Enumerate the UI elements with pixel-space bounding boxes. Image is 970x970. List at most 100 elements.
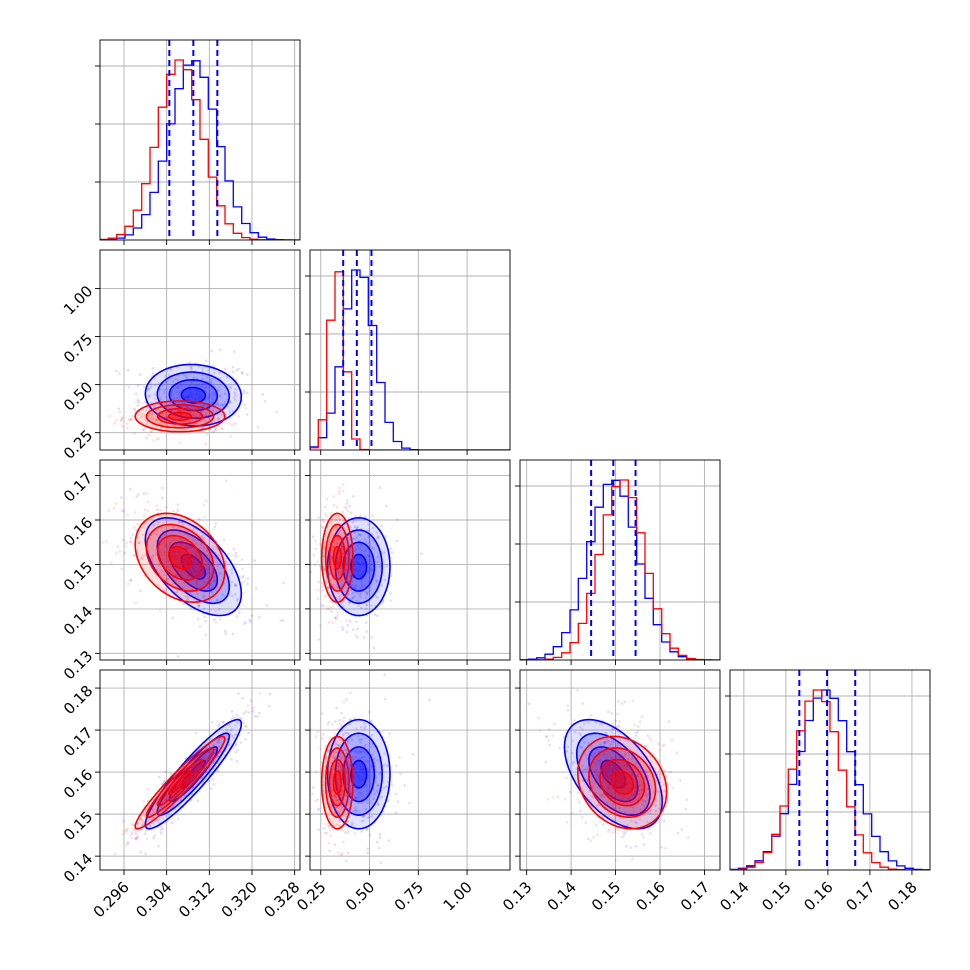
- scatter-point: [332, 545, 336, 549]
- scatter-point: [204, 442, 207, 446]
- scatter-point: [334, 795, 337, 798]
- scatter-point: [573, 760, 576, 764]
- scatter-point: [358, 791, 361, 795]
- scatter-point: [134, 838, 138, 841]
- scatter-point: [369, 563, 373, 566]
- scatter-point: [354, 750, 357, 753]
- scatter-point: [364, 783, 368, 786]
- scatter-point: [217, 741, 221, 744]
- scatter-point: [589, 839, 593, 843]
- scatter-point: [186, 529, 189, 533]
- scatter-point: [658, 759, 662, 763]
- scatter-point: [565, 750, 568, 753]
- scatter-point: [635, 798, 639, 801]
- scatter-point: [596, 833, 599, 837]
- scatter-point: [233, 350, 236, 354]
- scatter-point: [239, 741, 243, 744]
- scatter-point: [228, 385, 232, 389]
- scatter-point: [375, 789, 379, 793]
- scatter-point: [204, 619, 207, 623]
- scatter-point: [240, 558, 244, 561]
- scatter-point: [152, 822, 155, 825]
- scatter-point: [167, 559, 170, 563]
- scatter-point: [367, 771, 370, 774]
- panel-frame: [99, 249, 301, 451]
- scatter-point: [193, 549, 196, 553]
- scatter-point: [360, 830, 363, 833]
- scatter-point: [206, 369, 210, 372]
- scatter-point: [366, 801, 370, 805]
- scatter-point: [337, 561, 340, 564]
- x-tick-label: 0.312: [175, 878, 218, 921]
- scatter-point: [367, 567, 371, 570]
- scatter-point: [375, 614, 379, 617]
- scatter-point: [341, 733, 345, 736]
- scatter-point: [590, 714, 593, 717]
- scatter-point: [182, 602, 185, 605]
- scatter-point: [350, 823, 354, 827]
- scatter-point: [347, 831, 350, 834]
- scatter-point: [206, 553, 210, 557]
- scatter-point: [215, 402, 219, 405]
- scatter-point: [646, 734, 649, 737]
- scatter-point: [635, 845, 638, 848]
- scatter-point: [368, 589, 371, 593]
- contour-red: [576, 735, 668, 830]
- scatter-point: [601, 777, 604, 780]
- scatter-point: [240, 717, 243, 720]
- scatter-point: [230, 734, 234, 738]
- scatter-point: [186, 557, 190, 560]
- scatter-point: [343, 737, 347, 740]
- scatter-point: [345, 749, 348, 752]
- scatter-point: [330, 783, 334, 787]
- scatter-point: [363, 771, 366, 775]
- scatter-point: [362, 767, 365, 770]
- scatter-point: [602, 795, 606, 798]
- scatter-point: [190, 565, 193, 569]
- scatter-point: [125, 830, 129, 833]
- scatter-point: [241, 567, 244, 571]
- scatter-point: [305, 570, 308, 573]
- scatter-point: [204, 633, 208, 637]
- scatter-point: [607, 740, 610, 743]
- scatter-point: [326, 749, 330, 752]
- scatter-point: [235, 714, 238, 717]
- scatter-point: [597, 803, 600, 807]
- scatter-point: [203, 581, 206, 584]
- scatter-point: [220, 403, 224, 407]
- scatter-point: [336, 614, 339, 617]
- scatter-point: [163, 550, 166, 553]
- panel-frame: [309, 459, 511, 661]
- scatter-point: [602, 743, 606, 747]
- scatter-point: [170, 390, 173, 393]
- scatter-point: [581, 816, 584, 819]
- scatter-point: [194, 731, 198, 735]
- scatter-point: [605, 757, 609, 760]
- scatter-point: [184, 374, 188, 378]
- scatter-point: [636, 725, 640, 728]
- scatter-point: [546, 797, 549, 801]
- scatter-point: [172, 582, 175, 585]
- scatter-point: [205, 549, 208, 552]
- scatter-point: [212, 407, 215, 410]
- scatter-point: [185, 547, 188, 550]
- scatter-point: [201, 373, 204, 377]
- scatter-point: [527, 702, 531, 705]
- scatter-point: [211, 409, 215, 412]
- scatter-point: [334, 526, 337, 529]
- scatter-point: [344, 731, 348, 735]
- scatter-point: [232, 736, 235, 740]
- scatter-point: [196, 604, 200, 607]
- scatter-point: [177, 549, 181, 553]
- panel-frame: [309, 669, 511, 871]
- scatter-point: [334, 542, 338, 545]
- scatter-point: [212, 575, 216, 578]
- scatter-point: [338, 595, 342, 598]
- scatter-point: [129, 537, 133, 540]
- scatter-point: [332, 540, 336, 544]
- scatter-point: [220, 426, 224, 430]
- scatter-point: [247, 731, 250, 735]
- scatter-point: [166, 401, 169, 405]
- scatter-point: [117, 407, 121, 411]
- scatter-point: [176, 568, 179, 572]
